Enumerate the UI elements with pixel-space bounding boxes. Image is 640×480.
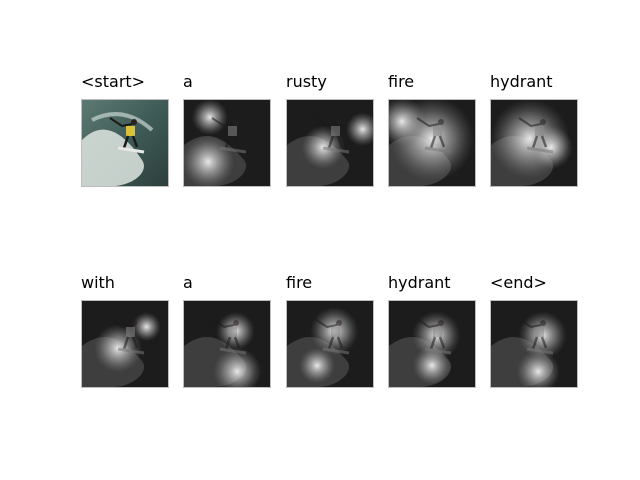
panel-word: a [183, 273, 193, 292]
surfer-figure [314, 117, 350, 154]
panel-word: with [81, 273, 115, 292]
attention-map-image [286, 99, 374, 187]
attention-glow [299, 347, 336, 384]
attention-map-image [388, 300, 476, 388]
panel-word: a [183, 72, 193, 91]
surfer-figure [211, 318, 247, 355]
attention-glow [389, 100, 426, 146]
attention-map-image [183, 99, 271, 187]
surfer-figure [109, 117, 145, 154]
attention-map-image [183, 300, 271, 388]
attention-glow [516, 349, 560, 387]
surfer-figure [416, 318, 452, 355]
attention-glow [529, 125, 573, 169]
panel-word: fire [286, 273, 313, 292]
attention-glow [191, 100, 228, 136]
attention-glow [412, 346, 452, 385]
panel-word: hydrant [490, 72, 553, 91]
original-surfer-image [81, 99, 169, 187]
surfer-figure [518, 117, 554, 154]
panel-word: <start> [81, 72, 146, 91]
attention-map-image [388, 99, 476, 187]
attention-glow [213, 347, 262, 387]
attention-map-image [286, 300, 374, 388]
surfer-figure [416, 117, 452, 154]
panel-word: <end> [490, 273, 547, 292]
attention-glow [345, 112, 373, 147]
attention-map-image [490, 300, 578, 388]
panel-word: rusty [286, 72, 327, 91]
attention-glow [132, 312, 161, 342]
surfer-figure [109, 318, 145, 355]
panel-word: fire [388, 72, 415, 91]
surfer-figure [314, 318, 350, 355]
surfer-figure [211, 117, 247, 154]
surfer-figure [518, 318, 554, 355]
panel-word: hydrant [388, 273, 451, 292]
wave-foam [82, 129, 144, 186]
attention-map-image [81, 300, 169, 388]
attention-map-image [490, 99, 578, 187]
